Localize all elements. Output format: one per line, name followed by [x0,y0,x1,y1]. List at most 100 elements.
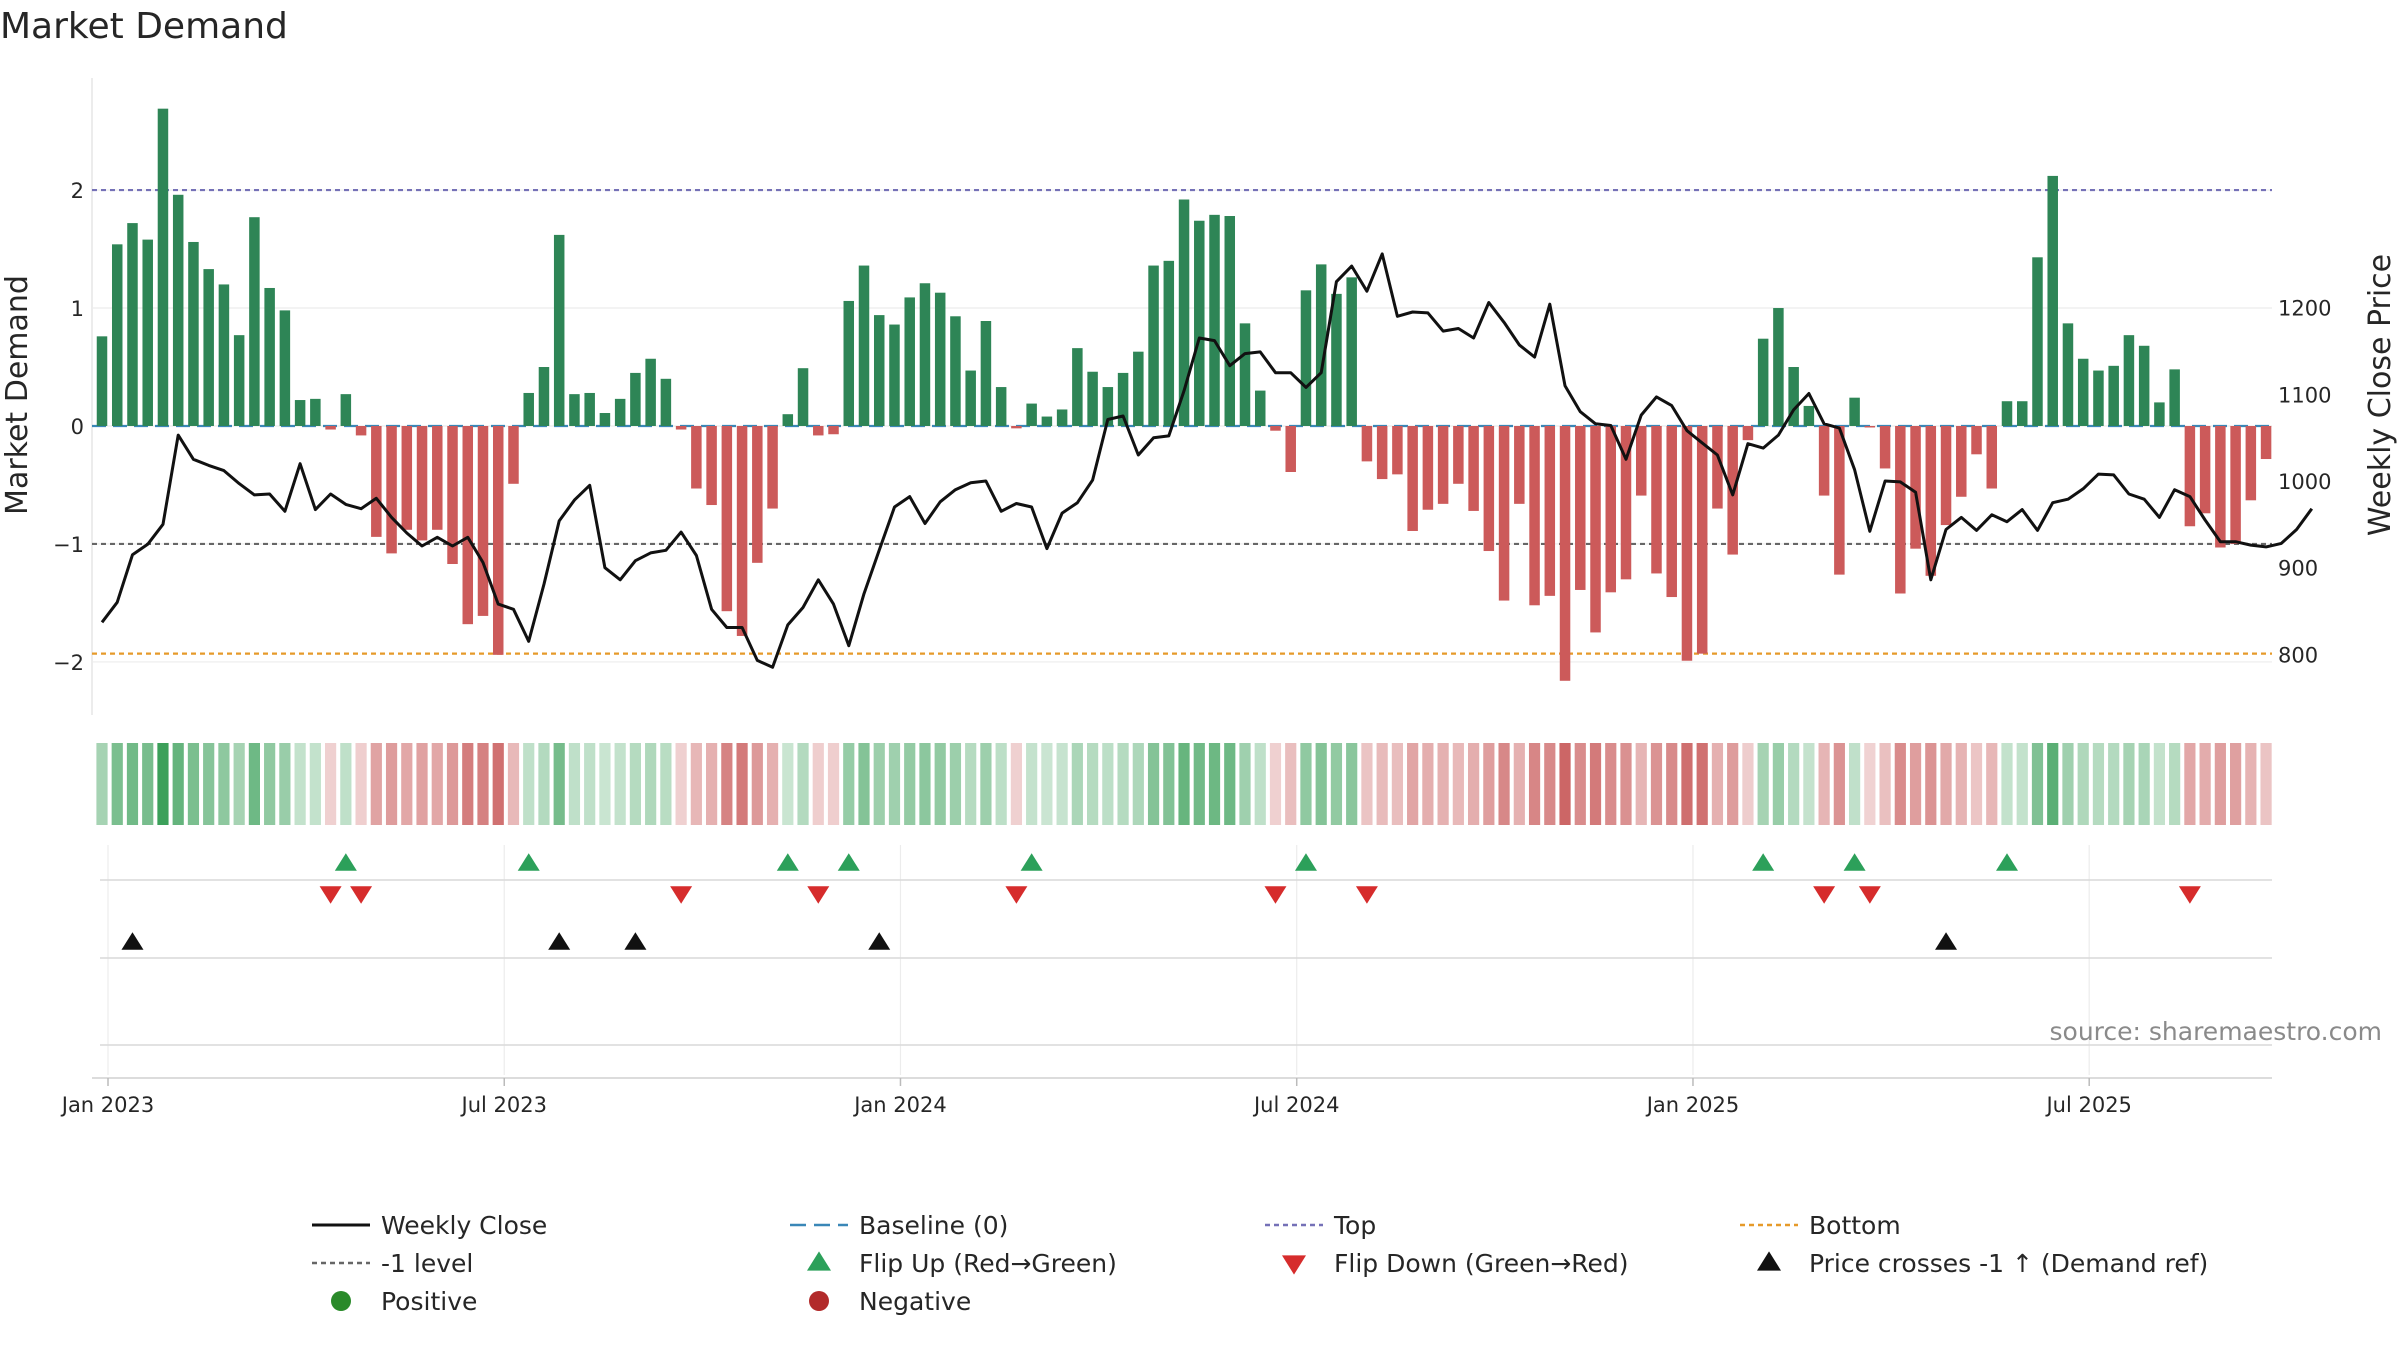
demand-bar [1270,425,1281,431]
heat-cell [1468,743,1480,825]
heat-cell [706,743,718,825]
demand-bar [218,284,230,426]
heat-cell [1269,743,1282,825]
heat-cell [2199,743,2211,825]
demand-bar [1879,425,1891,469]
heat-cell [1117,743,1129,825]
heat-cell [385,743,398,825]
heat-cell [279,743,291,825]
demand-bar [950,316,961,426]
demand-bar [233,335,245,426]
price-cross-marker [624,932,647,950]
heat-cell [1544,743,1556,825]
demand-bar [508,425,519,484]
legend-label: Flip Up (Red→Green) [859,1249,1117,1278]
heat-cell [1026,743,1038,825]
demand-bar [96,336,108,426]
demand-bar [401,425,413,530]
x-tick-label: Jan 2024 [852,1093,947,1117]
heat-cell [1315,743,1327,825]
demand-bar [919,283,931,426]
demand-bar [828,425,839,435]
demand-bar [249,217,260,426]
demand-bar [1315,264,1327,426]
heat-cell [218,743,230,825]
demand-bar [1407,425,1418,531]
source-note: source: sharemaestro.com [2050,1017,2383,1046]
heat-cell [568,743,581,825]
heat-cell [904,743,916,825]
heat-cell [2230,743,2242,825]
demand-bar [264,287,275,426]
left-tick-label: −1 [53,533,84,557]
demand-bar [386,425,397,554]
heat-cell [492,743,504,825]
heat-cell [766,743,779,825]
demand-bar [1331,293,1342,426]
heat-cell [1925,743,1937,825]
heat-cell [2047,743,2059,825]
heat-cell [294,743,306,825]
left-tick-label: 0 [71,415,84,439]
left-tick-labels: 2 1 0 −1 −2 [53,179,84,675]
demand-bar [1346,277,1357,426]
demand-bar [416,425,428,541]
heat-cell [1071,743,1083,825]
demand-bar [752,425,763,563]
heat-cell [1087,743,1099,825]
legend-swatch [809,1291,829,1311]
demand-bar [2199,425,2211,514]
demand-bar [1361,425,1373,462]
legend-item: Weekly Close [312,1211,547,1240]
legend-item: Positive [331,1287,477,1316]
demand-heat-strip [96,743,2272,825]
flip-down-marker [1264,886,1287,904]
heat-cell [629,743,641,825]
demand-bar [1178,199,1190,426]
demand-bar [1590,425,1601,633]
heat-cell [477,743,489,825]
heat-cell [1208,743,1221,825]
legend-label: Negative [859,1287,971,1316]
heat-cell [1422,743,1434,825]
heat-cell [325,743,337,825]
legend-label: Baseline (0) [859,1211,1008,1240]
demand-bar [1437,425,1449,504]
heat-cell [1864,743,1876,825]
demand-bar [279,310,291,426]
heat-cell [1010,743,1022,825]
heat-cell [2062,743,2074,825]
demand-bar [1056,409,1068,426]
heat-cell [584,743,596,825]
heat-cell [1818,743,1830,825]
heat-cell [309,743,321,825]
heat-cell [2077,743,2089,825]
heat-cell [2016,743,2028,825]
heat-cell [1940,743,1952,825]
demand-bar [721,425,733,612]
flip-up-marker [1020,853,1043,871]
legend-item: -1 level [312,1249,473,1278]
heat-cell [1330,743,1343,825]
demand-bar [1575,425,1586,590]
flip-down-marker [319,886,342,904]
demand-bar [2230,425,2241,544]
heat-cell [1711,743,1724,825]
demand-bar [1194,220,1205,426]
heat-cell [1498,743,1510,825]
heat-cell [1391,743,1403,825]
demand-bar [477,425,489,616]
demand-bar [447,425,458,565]
demand-bar [2016,401,2028,426]
heat-cell [995,743,1007,825]
heat-cell [614,743,626,825]
left-tick-label: 2 [71,179,84,203]
heat-cell [2092,743,2105,825]
demand-bar [1925,425,1937,576]
demand-bar [1514,425,1525,504]
demand-bar [1712,425,1723,509]
heat-cell [1254,743,1266,825]
heat-cell [1849,743,1861,825]
heat-cell [751,743,763,825]
demand-bar [1285,425,1296,472]
